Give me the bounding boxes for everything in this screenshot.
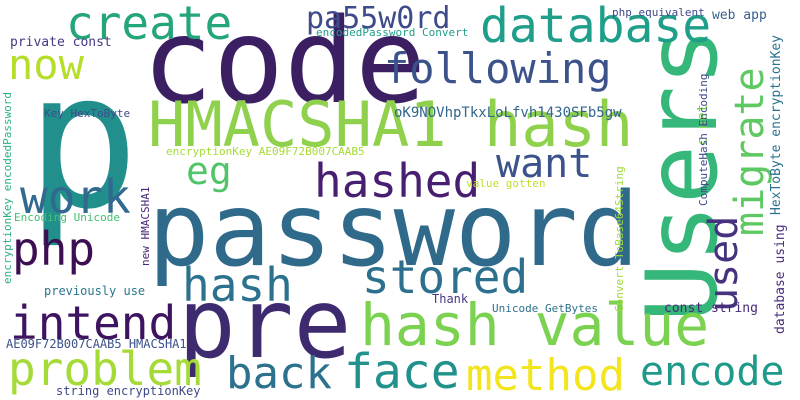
word-encode: encode bbox=[640, 349, 785, 395]
word-code: code bbox=[142, 0, 427, 130]
word-migrate: migrate bbox=[727, 67, 773, 236]
word-private-const: private const bbox=[10, 35, 112, 50]
word-php-equivalent: php equivalent bbox=[612, 6, 705, 19]
word-hash-value: hash value bbox=[360, 291, 710, 359]
word-database: database bbox=[480, 0, 712, 54]
word-new-hmacsha1: new HMACSHA1 bbox=[139, 186, 152, 266]
word-p: p bbox=[26, 32, 140, 251]
word-back: back bbox=[226, 348, 332, 399]
word-create: create bbox=[66, 0, 233, 50]
word-stored: stored bbox=[362, 250, 529, 304]
word-unicode-getbytes: Unicode GetBytes bbox=[492, 302, 598, 315]
word-encryptionkey-ae09: encryptionKey AE09F72B007CAAB5 bbox=[166, 145, 365, 158]
word-want: want bbox=[496, 141, 593, 187]
word-encoding-unicode: Encoding Unicode bbox=[14, 211, 120, 224]
word-key-hextobyte: Key HexToByte bbox=[44, 107, 131, 120]
word-hash: hash bbox=[182, 258, 293, 312]
word-face: face bbox=[344, 344, 460, 400]
word-now: now bbox=[8, 40, 84, 89]
word-password: password bbox=[148, 171, 640, 290]
word-value-gotten: value gotten bbox=[466, 177, 546, 190]
word-encryptionkey-encodedpassword: encryptionKey encodedPassword bbox=[1, 91, 14, 284]
word-ok9novhp: oK9NOVhpTkxLoLfvh1430SFb5gw bbox=[394, 105, 622, 121]
word-previously-use: previously use bbox=[44, 284, 146, 298]
word-const-string: const string bbox=[664, 301, 758, 316]
word-php: php bbox=[12, 222, 96, 276]
word-string-encryptionkey: string encryptionKey bbox=[56, 384, 201, 398]
word-intend: intend bbox=[10, 296, 177, 350]
word-web-app: web app bbox=[712, 8, 767, 23]
word-work: work bbox=[20, 170, 131, 224]
word-pre: pre bbox=[178, 268, 352, 380]
word-used: used bbox=[701, 215, 747, 312]
word-thank: Thank bbox=[432, 292, 469, 306]
word-following: following bbox=[384, 44, 612, 93]
word-encodedpassword-convert: encodedPassword Convert bbox=[316, 26, 469, 39]
word-hashed: hashed bbox=[314, 154, 481, 208]
word-problem: problem bbox=[8, 342, 202, 396]
word-method: method bbox=[466, 350, 625, 400]
word-convert-tobase64string: Convert ToBase64String bbox=[613, 166, 626, 312]
word-hmacsha1-hash: HMACSHA1 hash bbox=[148, 88, 634, 161]
word-ae09-hmacsha1: AE09F72B007CAAB5 HMACSHA1 bbox=[6, 337, 187, 351]
word-pa55w0rd: pa55w0rd bbox=[306, 1, 451, 36]
word-computehash-encoding: ComputeHash Encoding bbox=[697, 73, 710, 206]
word-database-using: database using bbox=[773, 224, 788, 334]
word-hextobyte-encryptionkey: HexToByte encryptionKey bbox=[769, 34, 784, 215]
word-eg: eg bbox=[186, 149, 232, 193]
